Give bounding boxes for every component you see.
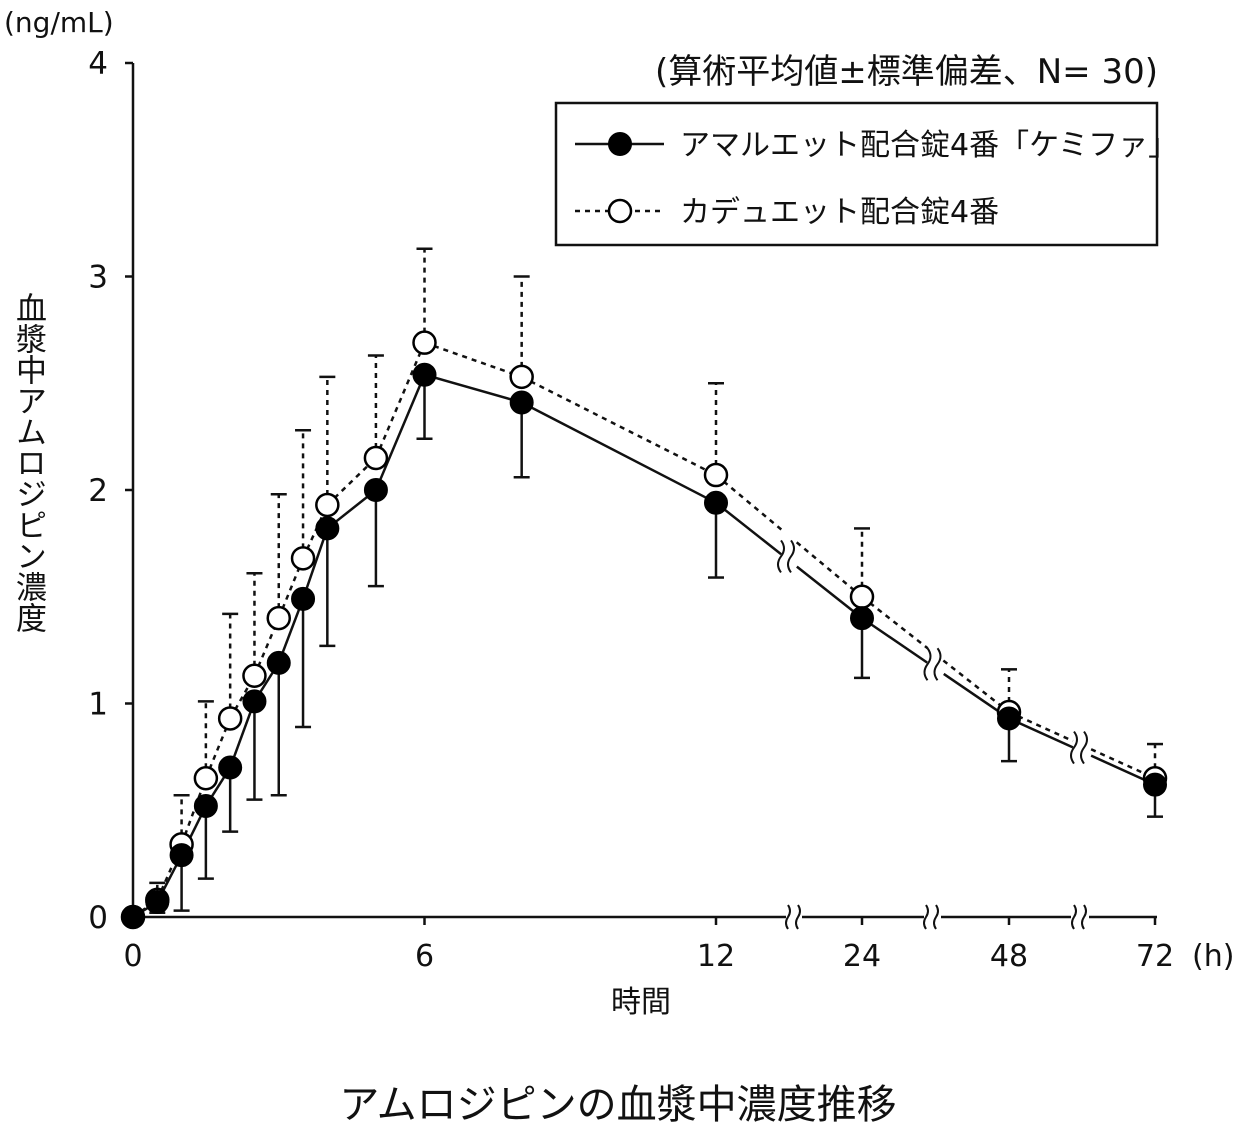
x-axis-break-mark: [1071, 904, 1077, 930]
legend-label-series-1: アマルエット配合錠4番「ケミファ」: [680, 128, 1178, 163]
legend-marker-filled: [608, 132, 632, 156]
series-2-segment: [715, 474, 783, 531]
line-break-mark: [1070, 730, 1078, 765]
series-2-segment: [861, 595, 929, 650]
x-axis-break-marks: [785, 904, 1087, 930]
series-1-point: [169, 843, 194, 868]
x-axis-break-mark: [933, 904, 939, 930]
series-2-point: [509, 364, 534, 390]
x-axis-label: 時間: [611, 985, 671, 1020]
series-1-segment: [374, 374, 426, 491]
series-2-segment: [795, 541, 863, 598]
x-tick-label: 72: [1136, 939, 1174, 974]
x-tick-label: 48: [990, 939, 1028, 974]
x-tick-label: 6: [415, 939, 434, 974]
series-1-point: [509, 390, 534, 415]
y-unit-label: (ng/mL): [4, 6, 114, 39]
series-1-point: [315, 516, 340, 541]
series-1-point: [1143, 772, 1167, 797]
series-1-point: [412, 362, 437, 387]
y-axis-label: 血漿中アムロジピン濃度: [10, 292, 47, 633]
line-break-mark: [1080, 730, 1088, 765]
series-2-point: [412, 330, 437, 355]
line-break-mark: [933, 647, 942, 681]
x-tick-label: 24: [843, 939, 881, 974]
series-2-segment: [424, 341, 523, 379]
series-2-point: [315, 492, 340, 518]
series-1-point: [291, 586, 316, 611]
x-axis-break-mark: [1081, 904, 1087, 930]
series-1-segment: [301, 528, 329, 600]
series-1-segment: [796, 565, 863, 620]
legend-box: [554, 101, 1159, 247]
series-2-segment: [521, 375, 717, 477]
series-2-point: [703, 462, 729, 488]
x-ticks: 0 6 12 24 48 72: [123, 917, 1174, 974]
line-break-mark: [923, 647, 932, 681]
series-1-point: [242, 689, 267, 714]
line-break-mark: [777, 539, 785, 574]
series-2-segment: [942, 659, 1010, 714]
y-tick-label: 4: [88, 46, 108, 82]
series-2-segment: [374, 342, 426, 459]
series-2-point: [242, 663, 267, 688]
series-1-point: [850, 606, 874, 631]
plot-area: [120, 247, 1168, 930]
series-2-point: [266, 605, 291, 631]
legend-label-series-2: カデュエット配合錠4番: [680, 195, 999, 230]
y-tick-label: 2: [88, 473, 108, 509]
series-1-point: [704, 490, 728, 515]
series-1-point: [363, 478, 388, 502]
series-1-point: [997, 706, 1021, 731]
series-1-segment: [715, 501, 782, 556]
chart-subtitle: (算術平均値±標準偏差、N= 30): [655, 52, 1158, 92]
line-break-mark: [787, 539, 795, 574]
series-1-segment: [861, 617, 928, 664]
x-axis-break-mark: [795, 904, 801, 930]
y-tick-label: 3: [88, 260, 108, 296]
series-1-point: [145, 890, 170, 915]
series-2-point: [290, 546, 316, 571]
y-tick-label: 1: [88, 687, 108, 723]
series-2-segment: [1090, 748, 1156, 780]
chart-title: アムロジピンの血漿中濃度推移: [339, 1082, 896, 1128]
series-1-segment: [521, 401, 717, 504]
y-ticks: 0 1 2 3 4: [88, 46, 133, 936]
series-2-point: [363, 445, 389, 471]
x-tick-label: 0: [123, 939, 142, 974]
legend: アマルエット配合錠4番「ケミファ」 カデュエット配合錠4番: [554, 101, 1178, 247]
series-1-point: [193, 793, 218, 818]
x-tick-label: 12: [697, 939, 735, 974]
series-2-point: [217, 706, 243, 731]
y-tick-label: 0: [88, 900, 108, 936]
series-2-point: [193, 765, 219, 791]
series-1-point: [266, 650, 291, 675]
series-1-point: [218, 755, 243, 780]
x-axis-break-mark: [923, 904, 929, 930]
series-2-point: [849, 584, 875, 609]
x-axis-break-mark: [785, 904, 791, 930]
series-1-segment: [424, 373, 523, 404]
legend-marker-open: [607, 198, 633, 224]
x-unit-label: (h): [1192, 939, 1234, 974]
series-1-point: [121, 905, 145, 929]
